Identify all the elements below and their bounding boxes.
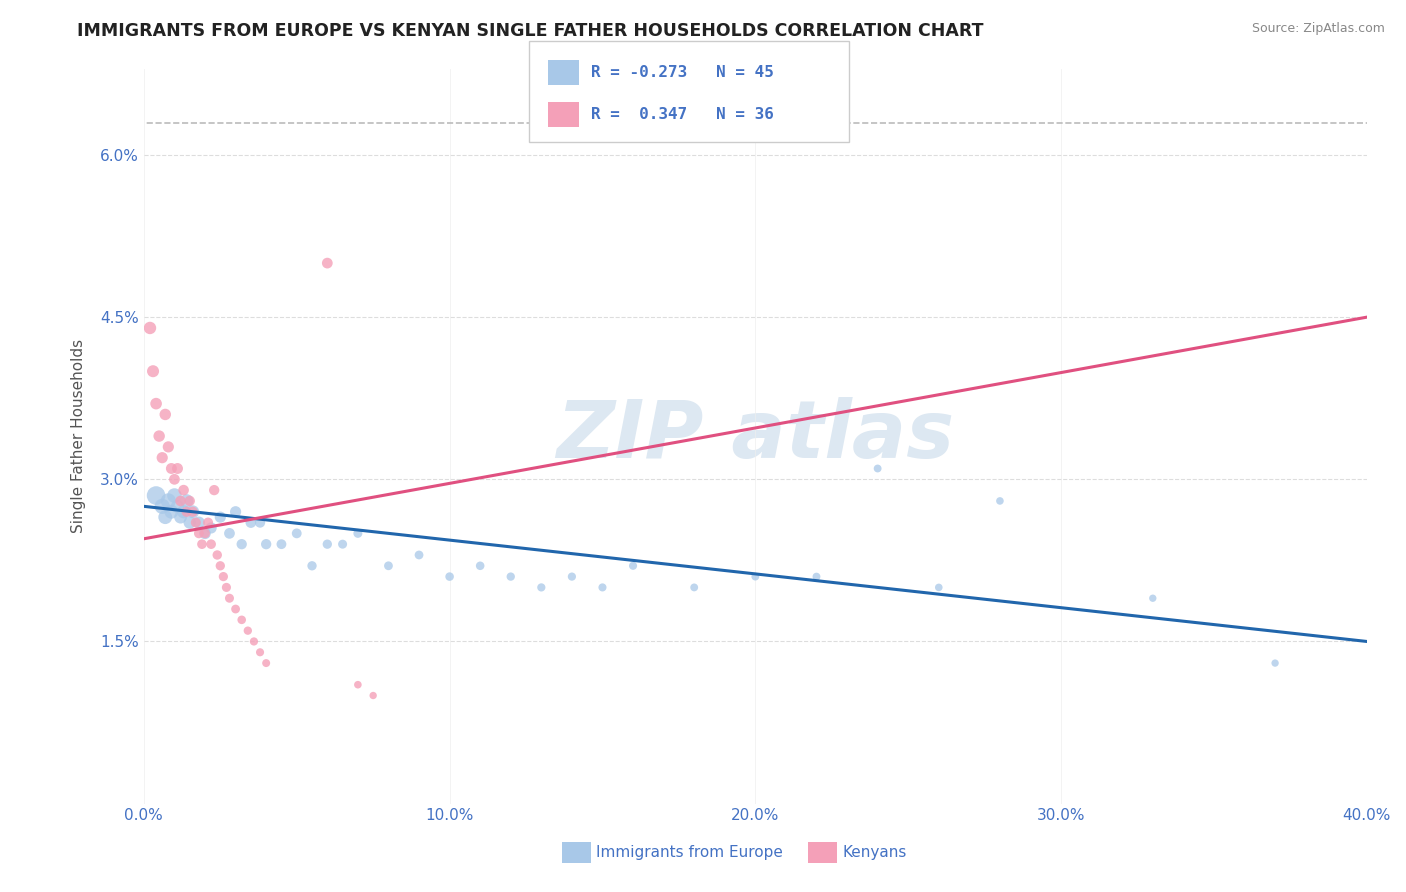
Point [270,537,292,551]
Text: IMMIGRANTS FROM EUROPE VS KENYAN SINGLE FATHER HOUSEHOLDS CORRELATION CHART: IMMIGRANTS FROM EUROPE VS KENYAN SINGLE … [77,22,984,40]
Point [806,569,828,583]
Point [499,569,522,583]
Point [157,494,180,508]
Point [254,537,277,551]
Point [166,500,188,514]
Point [200,521,222,535]
Point [169,494,191,508]
Y-axis label: Single Father Households: Single Father Households [72,339,86,533]
Point [225,602,247,616]
Point [316,256,339,270]
Text: Immigrants from Europe: Immigrants from Europe [596,846,783,860]
Point [176,505,198,519]
Point [173,505,195,519]
Point [181,505,204,519]
Point [239,516,262,530]
Point [197,516,219,530]
Point [157,440,180,454]
Point [181,505,204,519]
Point [988,494,1011,508]
Point [377,558,399,573]
Point [561,569,583,583]
Point [155,408,177,422]
Point [200,537,222,551]
Point [169,510,191,524]
Point [231,613,253,627]
Point [866,461,889,475]
Point [439,569,461,583]
Point [166,461,188,475]
Point [249,645,271,659]
Point [194,526,217,541]
Point [145,397,167,411]
Point [155,510,177,524]
Point [683,581,706,595]
Point [530,581,553,595]
Point [212,569,235,583]
Point [744,569,766,583]
Text: Kenyans: Kenyans [842,846,907,860]
Point [209,558,232,573]
Point [591,581,613,595]
Point [928,581,950,595]
Point [249,516,271,530]
Point [184,516,207,530]
Point [142,364,165,378]
Point [150,450,173,465]
Point [218,526,240,541]
Point [209,510,232,524]
Point [179,494,201,508]
Point [347,526,370,541]
Text: R =  0.347   N = 36: R = 0.347 N = 36 [591,107,773,122]
Text: R = -0.273   N = 45: R = -0.273 N = 45 [591,65,773,80]
Text: Source: ZipAtlas.com: Source: ZipAtlas.com [1251,22,1385,36]
Point [470,558,492,573]
Point [160,461,183,475]
Point [236,624,259,638]
Point [148,429,170,443]
Point [316,537,339,551]
Point [187,516,209,530]
Text: ZIP atlas: ZIP atlas [557,397,955,475]
Point [301,558,323,573]
Point [163,472,186,486]
Point [139,321,162,335]
Point [160,505,183,519]
Point [361,689,384,703]
Point [1264,656,1286,670]
Point [332,537,354,551]
Point [194,526,217,541]
Point [231,537,253,551]
Point [254,656,277,670]
Point [207,548,229,562]
Point [187,526,209,541]
Point [225,505,247,519]
Point [145,489,167,503]
Point [202,483,225,497]
Point [163,489,186,503]
Point [176,494,198,508]
Point [150,500,173,514]
Point [285,526,308,541]
Point [191,537,214,551]
Point [408,548,430,562]
Point [347,678,370,692]
Point [1142,591,1164,606]
Point [215,581,238,595]
Point [173,483,195,497]
Point [621,558,644,573]
Point [179,516,201,530]
Point [243,634,266,648]
Point [218,591,240,606]
